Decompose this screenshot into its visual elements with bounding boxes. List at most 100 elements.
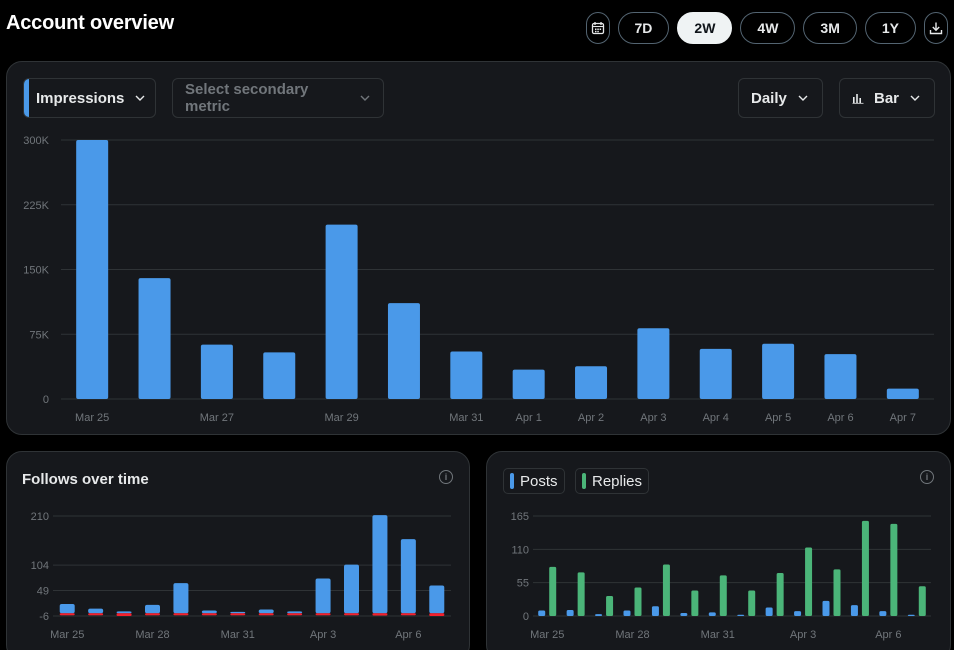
unfollows-bar[interactable] — [201, 613, 217, 616]
range-7d-button[interactable]: 7D — [617, 12, 670, 44]
unfollows-bar[interactable] — [88, 613, 104, 616]
unfollows-bar[interactable] — [173, 613, 189, 616]
y-tick-label: 0 — [523, 611, 529, 623]
impressions-bar[interactable] — [263, 352, 296, 399]
follows-chart: -6 49 104 210 Mar 25 Mar 28 Mar 31 Apr 3 Apr 6 — [31, 511, 451, 641]
impressions-bar[interactable] — [699, 348, 732, 399]
unfollows-bar[interactable] — [116, 613, 132, 616]
replies-bar[interactable] — [577, 572, 585, 616]
impressions-bar[interactable] — [200, 344, 233, 399]
legend-posts[interactable]: Posts — [503, 468, 565, 494]
unfollows-bar[interactable] — [429, 613, 445, 616]
primary-metric-dropdown[interactable]: Impressions — [23, 78, 156, 118]
impressions-bar[interactable] — [762, 343, 795, 399]
range-1y-button[interactable]: 1Y — [864, 12, 916, 44]
x-tick-label: Mar 28 — [135, 629, 169, 641]
legend-replies-label: Replies — [592, 472, 643, 490]
posts-bar[interactable] — [538, 610, 546, 616]
follows-bar[interactable] — [315, 578, 331, 614]
replies-bar[interactable] — [549, 566, 557, 616]
posts-bar[interactable] — [879, 611, 887, 616]
calendar-button[interactable] — [585, 12, 610, 44]
x-tick-label: Apr 3 — [790, 629, 816, 641]
follows-bar[interactable] — [400, 539, 416, 614]
follows-bar[interactable] — [287, 611, 303, 614]
follows-bar[interactable] — [116, 611, 132, 614]
replies-bar[interactable] — [691, 590, 699, 616]
posts-bar[interactable] — [680, 612, 688, 616]
follows-bar[interactable] — [344, 564, 359, 614]
unfollows-bar[interactable] — [145, 613, 160, 616]
y-tick-label: 104 — [31, 560, 49, 572]
unfollows-bar[interactable] — [372, 613, 388, 616]
x-tick-label: Mar 29 — [324, 412, 358, 424]
unfollows-bar[interactable] — [400, 613, 416, 616]
unfollows-bar[interactable] — [230, 613, 246, 616]
x-tick-label: Mar 31 — [221, 629, 255, 641]
replies-bar[interactable] — [662, 564, 670, 616]
posts-bar[interactable] — [737, 614, 745, 616]
unfollows-bar[interactable] — [315, 613, 331, 616]
posts-bar[interactable] — [708, 612, 716, 616]
posts-bar[interactable] — [623, 610, 631, 616]
unfollows-bar[interactable] — [287, 613, 303, 616]
follows-bar[interactable] — [230, 611, 246, 614]
impressions-bar[interactable] — [886, 388, 919, 399]
follows-bar[interactable] — [429, 585, 445, 614]
legend-posts-label: Posts — [520, 472, 558, 490]
follows-bar[interactable] — [258, 609, 274, 614]
secondary-metric-dropdown[interactable]: Select secondary metric — [172, 78, 384, 118]
unfollows-bar[interactable] — [59, 613, 75, 616]
replies-bar[interactable] — [634, 587, 642, 616]
x-tick-label: Apr 6 — [827, 412, 853, 424]
posts-bar[interactable] — [794, 611, 802, 616]
follows-bar[interactable] — [59, 603, 75, 614]
impressions-bar[interactable] — [325, 224, 358, 399]
info-icon[interactable]: i — [920, 470, 934, 484]
follows-bar[interactable] — [88, 608, 104, 614]
replies-bar[interactable] — [918, 586, 926, 616]
period-dropdown[interactable]: Daily — [738, 78, 823, 118]
replies-bar[interactable] — [890, 523, 898, 616]
replies-swatch — [582, 473, 586, 489]
posts-replies-chart: 0 55 110 165 Mar 25 Mar 28 Mar 31 Apr 3 Apr 6 — [511, 511, 931, 641]
impressions-bar[interactable] — [512, 369, 545, 399]
range-2w-button[interactable]: 2W — [677, 12, 733, 44]
replies-bar[interactable] — [748, 590, 756, 616]
replies-bar[interactable] — [719, 575, 727, 616]
follows-bar[interactable] — [145, 604, 160, 614]
follows-bar[interactable] — [372, 515, 388, 614]
impressions-bar[interactable] — [824, 354, 857, 399]
follows-bar[interactable] — [173, 583, 189, 614]
follows-bar[interactable] — [201, 610, 217, 614]
impressions-bar[interactable] — [637, 328, 670, 399]
x-tick-label: Apr 6 — [395, 629, 421, 641]
impressions-bar[interactable] — [450, 351, 483, 399]
replies-bar[interactable] — [606, 596, 614, 616]
replies-bar[interactable] — [861, 520, 869, 616]
impressions-bar[interactable] — [387, 303, 420, 399]
posts-bar[interactable] — [566, 609, 574, 616]
posts-bar[interactable] — [822, 600, 830, 616]
posts-bar[interactable] — [595, 614, 603, 616]
replies-bar[interactable] — [805, 547, 813, 616]
chart-type-dropdown[interactable]: Bar — [839, 78, 935, 118]
download-button[interactable] — [924, 12, 948, 44]
legend-replies[interactable]: Replies — [575, 468, 650, 494]
range-4w-button[interactable]: 4W — [740, 12, 796, 44]
posts-bar[interactable] — [907, 614, 915, 616]
replies-bar[interactable] — [833, 569, 841, 616]
range-3m-button[interactable]: 3M — [803, 12, 857, 44]
posts-bar[interactable] — [651, 606, 659, 616]
chevron-down-icon — [360, 95, 370, 101]
y-tick-label: 225K — [23, 200, 49, 212]
replies-bar[interactable] — [776, 572, 784, 616]
posts-bar[interactable] — [850, 605, 858, 616]
unfollows-bar[interactable] — [344, 613, 359, 616]
impressions-bar[interactable] — [138, 278, 171, 399]
impressions-bar[interactable] — [575, 366, 608, 399]
info-icon[interactable]: i — [439, 470, 453, 484]
posts-bar[interactable] — [765, 607, 773, 616]
unfollows-bar[interactable] — [258, 613, 274, 616]
impressions-bar[interactable] — [76, 140, 109, 399]
